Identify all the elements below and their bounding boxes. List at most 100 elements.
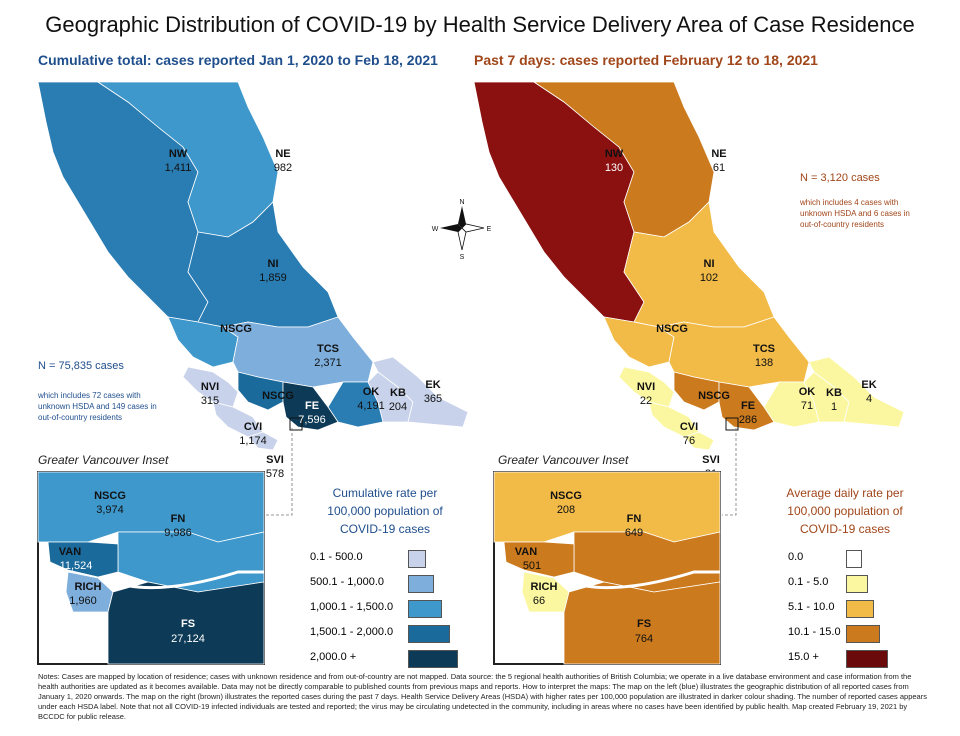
left-value-fe: 7,596	[298, 414, 326, 426]
right-value-tcs: 138	[755, 357, 773, 369]
right-value-fe: 286	[739, 414, 757, 426]
right-legend-swatch-1	[846, 575, 868, 593]
left-value-svi: 578	[266, 468, 284, 480]
right-inset-rich-label: RICH	[531, 581, 558, 593]
left-legend-label-0: 0.1 - 500.0	[310, 551, 363, 563]
left-label-ni: NI	[268, 258, 279, 270]
left-inset-van-value: 11,524	[60, 560, 93, 572]
left-legend-swatch-0	[408, 550, 426, 568]
right-value-ni: 102	[700, 272, 718, 284]
left-legend-swatch-3	[408, 625, 450, 643]
right-inset-nscg-label: NSCG	[550, 490, 582, 502]
left-inset-fn-label: FN	[171, 513, 186, 525]
compass-rose-icon: N S E W	[432, 199, 492, 261]
right-legend-label-4: 15.0 +	[788, 651, 819, 663]
right-legend-swatch-0	[846, 550, 862, 568]
left-value-cvi: 1,174	[239, 435, 267, 447]
left-value-nw: 1,411	[165, 162, 192, 174]
left-inset-fs-label: FS	[181, 618, 195, 630]
right-legend-title: Average daily rate per 100,000 populatio…	[786, 486, 904, 536]
left-inset-title: Greater Vancouver Inset	[38, 453, 169, 467]
left-value-kb: 204	[389, 401, 407, 413]
left-legend-title: Cumulative rate per 100,000 population o…	[327, 486, 443, 536]
left-inset-nscg-label: NSCG	[94, 490, 126, 502]
right-past7days-map: NW 130 NE 61 NI 102 NSCG TCS 138 OK 71 KB 1 EK 4 NVI 22 C…	[473, 81, 905, 480]
right-value-ok: 71	[801, 400, 813, 412]
right-label-svi: SVI	[702, 454, 720, 466]
left-legend-label-2: 1,000.1 - 1,500.0	[310, 601, 394, 613]
right-inset-title: Greater Vancouver Inset	[498, 453, 629, 467]
left-label-tcs: TCS	[317, 343, 339, 355]
left-value-tcs: 2,371	[314, 357, 342, 369]
left-inset-rich-label: RICH	[75, 581, 102, 593]
compass-n: N	[459, 199, 464, 206]
right-legend-swatch-4	[846, 650, 888, 668]
right-value-kb: 1	[831, 401, 837, 413]
right-label-ni: NI	[704, 258, 715, 270]
right-label-kb: KB	[826, 387, 842, 399]
left-inset-nscg-value: 3,974	[96, 504, 124, 516]
right-inset-rich-value: 66	[533, 595, 545, 607]
left-region-svi	[247, 431, 279, 451]
right-legend-swatch-3	[846, 625, 880, 643]
right-legend-label-2: 5.1 - 10.0	[788, 601, 835, 613]
right-legend-label-1: 0.1 - 5.0	[788, 576, 829, 588]
right-inset-van-label: VAN	[515, 546, 537, 558]
right-inset-nscg-value: 208	[557, 504, 575, 516]
left-value-ni: 1,859	[259, 272, 287, 284]
right-label-cvi: CVI	[680, 421, 698, 433]
left-cumulative-map: NW1,411NE982NI1,859NSCGTCS2,371OK4,191KB…	[37, 81, 469, 480]
left-label-nw: NW	[169, 148, 188, 160]
left-label-fe: FE	[305, 400, 319, 412]
left-inset-connector	[266, 428, 293, 516]
left-inset-marker	[289, 417, 303, 431]
right-value-cvi: 76	[683, 435, 695, 447]
right-label-ok: OK	[799, 386, 816, 398]
left-label-svi: SVI	[266, 454, 284, 466]
right-value-nw: 130	[605, 162, 623, 174]
left-n-note: which includes 72 cases with unknown HSD…	[38, 391, 157, 422]
right-value-ne: 61	[713, 162, 725, 174]
right-legend-swatch-2	[846, 600, 874, 618]
left-label-kb: KB	[390, 387, 406, 399]
left-legend-swatch-1	[408, 575, 434, 593]
left-legend-label-1: 500.1 - 1,000.0	[310, 576, 385, 588]
page-title: Geographic Distribution of COVID-19 by H…	[45, 12, 915, 37]
left-legend-label-4: 2,000.0 +	[310, 651, 357, 663]
right-n-count: N = 3,120 cases	[800, 172, 880, 184]
right-inset-map: NSCG 208 FN 649 VAN 501 RICH 66 FS 764	[493, 471, 721, 665]
compass-w: W	[432, 226, 439, 233]
right-inset-fs-value: 764	[635, 633, 653, 645]
left-value-ok: 4,191	[357, 400, 385, 412]
right-legend-label-3: 10.1 - 15.0	[788, 626, 841, 638]
right-inset-van-value: 501	[523, 560, 541, 572]
right-label-ek: EK	[861, 379, 876, 391]
right-region-svi	[683, 431, 715, 451]
left-map-subtitle: Cumulative total: cases reported Jan 1, …	[38, 52, 438, 68]
left-region-ek	[372, 356, 469, 428]
right-region-ek	[808, 356, 905, 428]
right-map-subtitle: Past 7 days: cases reported February 12 …	[474, 52, 818, 68]
right-inset-fn-value: 649	[625, 527, 643, 539]
left-label-ok: OK	[363, 386, 380, 398]
right-label-nw: NW	[605, 148, 624, 160]
right-region-nscg2	[673, 371, 720, 411]
left-inset-fs-value: 27,124	[171, 633, 205, 645]
compass-e: E	[487, 226, 492, 233]
left-n-count: N = 75,835 cases	[38, 360, 124, 372]
compass-s: S	[460, 254, 465, 261]
right-label-nvi: NVI	[637, 381, 655, 393]
right-inset-fs-label: FS	[637, 618, 651, 630]
left-label-ek: EK	[425, 379, 440, 391]
right-value-ek: 4	[866, 393, 872, 405]
right-n-note: which includes 4 cases with unknown HSDA…	[800, 198, 910, 229]
left-value-ne: 982	[274, 162, 292, 174]
right-inset-connector	[722, 428, 737, 516]
left-label-nscg: NSCG	[220, 323, 252, 335]
left-legend-swatch-4	[408, 650, 458, 668]
left-label-nscg2: NSCG	[262, 390, 294, 402]
left-value-nvi: 315	[201, 395, 219, 407]
left-inset-fn-value: 9,986	[164, 527, 192, 539]
right-legend-label-0: 0.0	[788, 551, 804, 563]
